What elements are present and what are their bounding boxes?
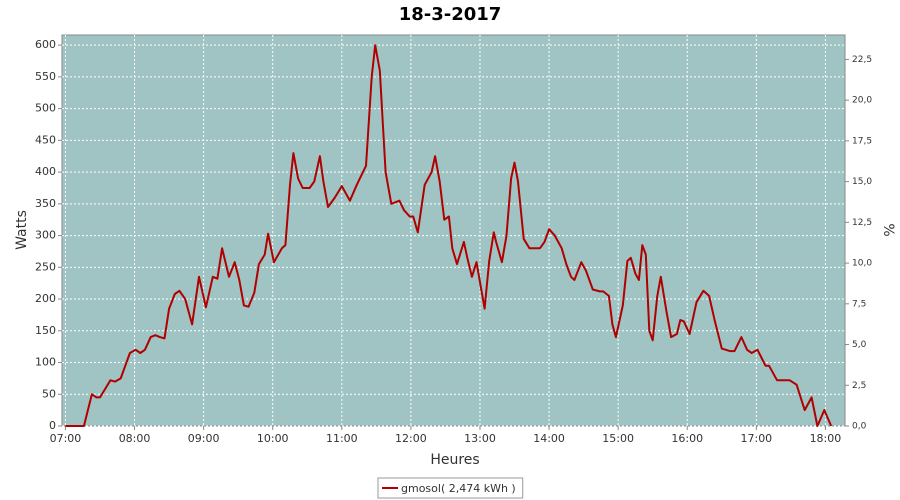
x-tick-label: 18:00 bbox=[810, 432, 842, 445]
y-tick-label: 100 bbox=[35, 356, 56, 369]
x-tick-label: 09:00 bbox=[188, 432, 220, 445]
y-tick-label: 0 bbox=[49, 419, 56, 432]
y-tick-label: 450 bbox=[35, 133, 56, 146]
y2-tick-label: 22,5 bbox=[852, 55, 872, 65]
y-tick-label: 600 bbox=[35, 38, 56, 51]
x-tick-label: 08:00 bbox=[119, 432, 151, 445]
plot-area bbox=[61, 34, 846, 427]
y-tick-label: 150 bbox=[35, 324, 56, 337]
legend-label: gmosol( 2,474 kWh ) bbox=[401, 482, 516, 495]
y2-tick-label: 0,0 bbox=[852, 422, 867, 432]
y2-tick-label: 15,0 bbox=[852, 177, 872, 187]
y2-tick-label: 7,5 bbox=[852, 299, 866, 309]
x-tick-label: 13:00 bbox=[464, 432, 496, 445]
y-axis-label: Watts bbox=[14, 210, 30, 250]
chart-title: 18-3-2017 bbox=[399, 4, 502, 25]
y2-tick-label: 20,0 bbox=[852, 96, 872, 106]
x-axis-label: Heures bbox=[430, 452, 479, 468]
legend-box bbox=[377, 477, 524, 499]
y-tick-label: 200 bbox=[35, 292, 56, 305]
y2-axis-label: % bbox=[880, 223, 896, 236]
x-tick-label: 07:00 bbox=[50, 432, 82, 445]
y2-tick-label: 12,5 bbox=[852, 218, 872, 228]
y2-tick-label: 5,0 bbox=[852, 340, 867, 350]
y-tick-label: 550 bbox=[35, 70, 56, 83]
x-tick-label: 10:00 bbox=[257, 432, 289, 445]
data-line bbox=[65, 44, 833, 427]
y-tick-label: 50 bbox=[42, 387, 56, 400]
x-tick-label: 12:00 bbox=[395, 432, 427, 445]
y-tick-label: 300 bbox=[35, 229, 56, 242]
y-tick-label: 500 bbox=[35, 102, 56, 115]
y-tick-label: 250 bbox=[35, 260, 56, 273]
x-tick-label: 17:00 bbox=[740, 432, 772, 445]
y-tick-label: 350 bbox=[35, 197, 56, 210]
x-tick-label: 15:00 bbox=[602, 432, 634, 445]
y-tick-label: 400 bbox=[35, 165, 56, 178]
legend: gmosol( 2,474 kWh ) bbox=[377, 477, 524, 499]
y2-tick-label: 10,0 bbox=[852, 259, 872, 269]
y2-tick-label: 17,5 bbox=[852, 136, 872, 146]
x-tick-label: 16:00 bbox=[671, 432, 703, 445]
x-tick-label: 11:00 bbox=[326, 432, 358, 445]
x-tick-label: 14:00 bbox=[533, 432, 565, 445]
y2-tick-label: 2,5 bbox=[852, 381, 866, 391]
